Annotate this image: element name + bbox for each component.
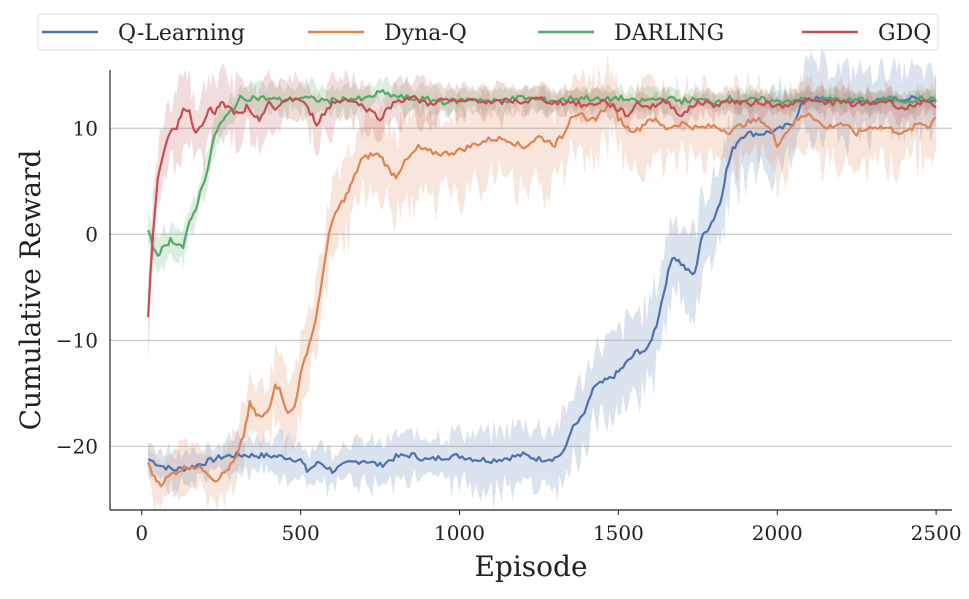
legend-label-q-learning: Q-Learning [118,21,245,46]
y-tick-label: −20 [56,434,98,458]
tick-labels: 0 500 1000 1500 2000 2500 −20 −10 0 10 [56,116,962,545]
x-tick-label: 0 [135,521,148,545]
series-lines [147,89,938,488]
band-dyna-q [148,53,937,512]
legend-label-darling: DARLING [614,21,724,46]
legend-frame [37,13,939,51]
series-line-gdq [147,95,937,318]
band-q-learning [148,49,937,511]
legend-label-gdq: GDQ [878,21,931,46]
y-tick-label: 10 [73,116,98,140]
x-tick-label: 1500 [593,521,644,545]
x-tick-label: 500 [282,521,320,545]
legend-label-dyna-q: Dyna-Q [384,21,467,46]
confidence-bands [148,49,937,512]
x-tick-label: 1000 [434,521,485,545]
y-tick-label: 0 [85,222,98,246]
band-gdq [148,62,937,365]
series-line-dyna-q [147,101,937,488]
y-tick-label: −10 [56,328,98,352]
x-axis-title: Episode [474,550,587,583]
grid-lines [110,127,952,448]
y-axis-title: Cumulative Reward [14,150,47,431]
x-tick-label: 2000 [752,521,803,545]
legend: Q-Learning Dyna-Q DARLING GDQ [37,13,939,51]
x-tick-label: 2500 [911,521,962,545]
band-darling [148,76,937,276]
axes [109,70,952,511]
